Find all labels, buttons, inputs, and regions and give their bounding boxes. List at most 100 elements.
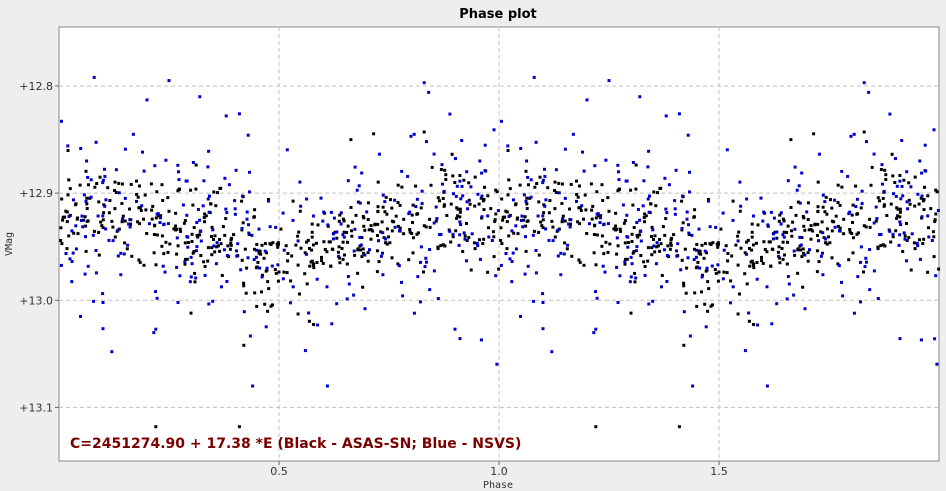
data-point bbox=[851, 203, 855, 207]
data-point bbox=[94, 271, 98, 275]
data-point bbox=[856, 275, 860, 279]
data-point bbox=[322, 240, 326, 244]
data-point bbox=[761, 219, 765, 223]
data-point bbox=[529, 178, 533, 182]
data-point bbox=[111, 225, 115, 229]
data-point bbox=[674, 168, 678, 172]
data-point bbox=[121, 214, 125, 218]
data-point bbox=[492, 128, 496, 132]
data-point bbox=[621, 203, 625, 207]
data-point bbox=[480, 171, 484, 175]
data-point bbox=[387, 235, 390, 239]
data-point bbox=[255, 243, 259, 246]
data-point bbox=[752, 266, 756, 270]
data-point bbox=[635, 245, 639, 249]
data-point bbox=[321, 261, 325, 265]
data-point bbox=[734, 243, 738, 247]
data-point bbox=[926, 214, 930, 218]
data-point bbox=[439, 232, 443, 236]
data-point bbox=[762, 240, 766, 244]
data-point bbox=[213, 250, 217, 254]
data-point bbox=[461, 194, 465, 198]
data-point bbox=[514, 247, 518, 251]
data-point bbox=[623, 241, 627, 245]
data-point bbox=[149, 182, 153, 186]
data-point bbox=[310, 248, 314, 252]
data-point bbox=[783, 253, 786, 257]
data-point bbox=[478, 159, 482, 163]
data-point bbox=[310, 222, 314, 226]
data-point bbox=[202, 216, 206, 219]
data-point bbox=[86, 264, 90, 268]
data-point bbox=[546, 186, 550, 190]
data-point bbox=[638, 95, 642, 99]
data-point bbox=[339, 222, 343, 226]
data-point bbox=[297, 230, 301, 234]
data-point bbox=[777, 245, 781, 249]
data-point bbox=[210, 235, 213, 238]
data-point bbox=[487, 226, 490, 230]
data-point bbox=[97, 253, 101, 257]
data-point bbox=[766, 223, 770, 227]
data-point bbox=[123, 196, 127, 200]
data-point bbox=[629, 275, 633, 279]
data-point bbox=[183, 262, 187, 266]
data-point bbox=[425, 140, 428, 144]
data-point bbox=[484, 169, 488, 173]
data-point bbox=[593, 164, 597, 168]
data-point bbox=[449, 240, 453, 244]
data-point bbox=[84, 224, 88, 228]
data-point bbox=[220, 274, 224, 277]
data-point bbox=[103, 174, 107, 178]
data-point bbox=[312, 214, 315, 218]
data-point bbox=[721, 211, 725, 215]
data-point bbox=[338, 213, 342, 217]
data-point bbox=[135, 199, 138, 203]
data-point bbox=[167, 209, 171, 213]
data-point bbox=[913, 175, 917, 179]
data-point bbox=[931, 230, 935, 234]
data-point bbox=[782, 219, 786, 223]
data-point bbox=[194, 187, 198, 191]
data-point bbox=[785, 262, 789, 266]
data-point bbox=[891, 174, 895, 178]
data-point bbox=[92, 299, 95, 303]
data-point bbox=[846, 174, 850, 178]
data-point bbox=[524, 249, 528, 253]
data-point bbox=[830, 256, 834, 260]
data-point bbox=[253, 291, 257, 295]
data-point bbox=[731, 199, 735, 203]
data-point bbox=[114, 168, 118, 172]
data-point bbox=[656, 244, 660, 248]
data-point bbox=[454, 194, 458, 198]
data-point bbox=[529, 195, 533, 199]
data-point bbox=[561, 217, 565, 221]
data-point bbox=[337, 245, 341, 249]
data-point bbox=[909, 268, 913, 272]
data-point bbox=[599, 216, 602, 220]
data-point bbox=[920, 171, 924, 175]
data-point bbox=[490, 239, 494, 242]
data-point bbox=[496, 209, 500, 212]
data-point bbox=[759, 196, 763, 200]
data-point bbox=[722, 270, 726, 274]
data-point bbox=[285, 148, 289, 152]
data-point bbox=[361, 285, 365, 289]
data-point bbox=[700, 275, 704, 279]
data-point bbox=[314, 241, 318, 245]
data-point bbox=[726, 259, 730, 263]
data-point bbox=[577, 206, 581, 210]
data-point bbox=[233, 207, 237, 211]
data-point bbox=[104, 198, 108, 202]
data-point bbox=[693, 247, 696, 251]
data-point bbox=[842, 217, 846, 221]
data-point bbox=[183, 241, 187, 245]
data-point bbox=[868, 288, 872, 292]
data-point bbox=[60, 242, 64, 246]
data-point bbox=[888, 112, 892, 116]
data-point bbox=[174, 211, 178, 215]
data-point bbox=[806, 251, 810, 255]
data-point bbox=[245, 217, 249, 221]
data-point bbox=[354, 213, 358, 217]
data-point bbox=[583, 193, 587, 197]
